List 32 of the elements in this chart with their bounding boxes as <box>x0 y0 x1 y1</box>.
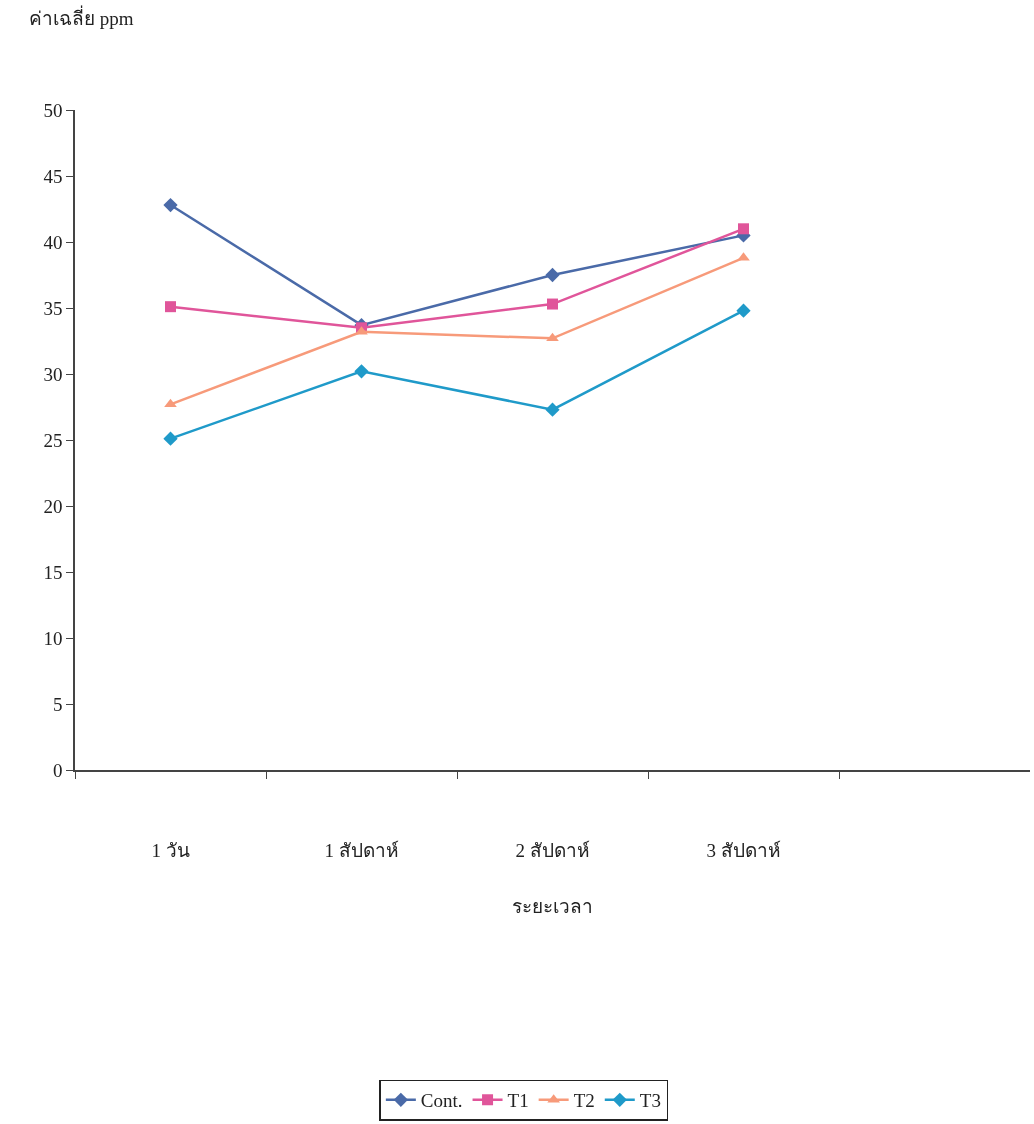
point <box>738 223 749 235</box>
point <box>354 364 369 379</box>
point <box>164 398 177 408</box>
point <box>163 197 178 213</box>
y-tick-label: 45 <box>43 165 63 187</box>
x-tick-label: 2 สัปดาห์ <box>515 839 590 861</box>
y-axis-title: ค่าเฉลี่ย ppm <box>29 5 134 29</box>
y-tick-label: 30 <box>43 363 63 385</box>
legend-label: T3 <box>639 1090 661 1112</box>
y-tick-label: 25 <box>43 429 63 451</box>
y-tick-label: 0 <box>52 759 63 781</box>
y-tick-label: 35 <box>43 297 63 319</box>
legend-label: T2 <box>573 1090 595 1112</box>
y-tick-label: 5 <box>52 693 63 715</box>
point <box>545 267 560 283</box>
y-tick-label: 40 <box>43 231 63 253</box>
y-tick-label: 20 <box>43 495 63 517</box>
y-tick-label: 50 <box>43 99 63 121</box>
point <box>736 303 751 318</box>
point <box>545 402 560 417</box>
y-tick-label: 15 <box>43 561 63 583</box>
point <box>163 431 178 446</box>
point <box>546 332 559 342</box>
x-tick-label: 1 สัปดาห์ <box>324 839 399 861</box>
point <box>165 301 176 313</box>
point <box>547 298 558 310</box>
x-tick-label: 1 วัน <box>151 839 190 861</box>
x-axis-title: ระยะเวลา <box>512 895 593 917</box>
x-tick-label: 3 สัปดาห์ <box>706 839 781 861</box>
legend-label: Cont. <box>420 1090 463 1112</box>
legend-label: T1 <box>507 1090 529 1112</box>
y-tick-label: 10 <box>43 627 63 649</box>
